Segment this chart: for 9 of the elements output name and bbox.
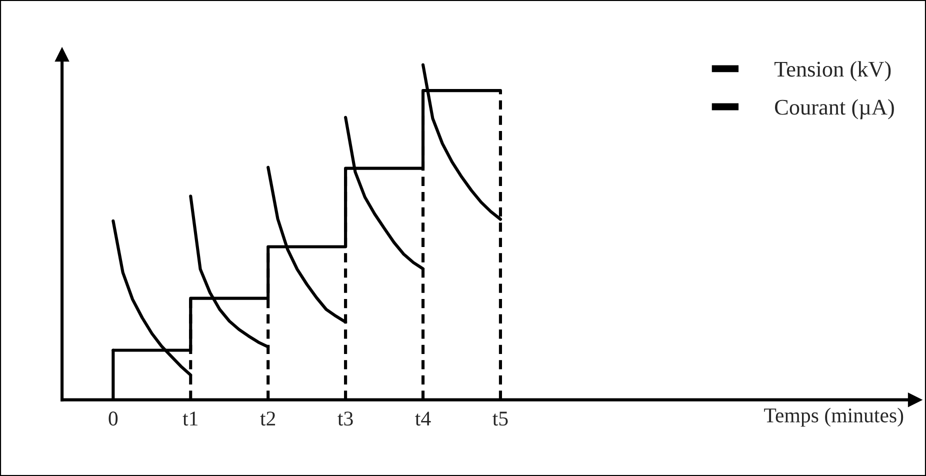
- x-tick-label: 0: [108, 412, 118, 426]
- x-tick-label: t3: [338, 412, 353, 426]
- x-tick-label: t2: [260, 412, 276, 426]
- x-tick-label: t4: [415, 412, 431, 426]
- legend-label: Courant (µA): [775, 99, 894, 120]
- x-tick-label: t1: [182, 412, 198, 426]
- legend-label: Tension (kV): [774, 61, 891, 82]
- text: Temps (minutes): [764, 408, 904, 427]
- x-tick-label: t5: [492, 412, 508, 426]
